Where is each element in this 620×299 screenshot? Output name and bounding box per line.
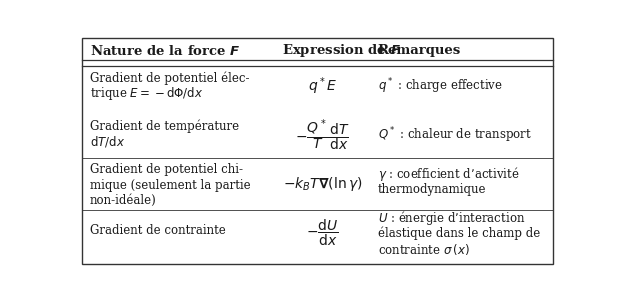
Text: Remarques: Remarques (378, 44, 461, 57)
Text: Nature de la force $\boldsymbol{F}$: Nature de la force $\boldsymbol{F}$ (89, 44, 240, 58)
Text: $-k_B T \boldsymbol{\nabla}(\ln \gamma)$: $-k_B T \boldsymbol{\nabla}(\ln \gamma)$ (283, 175, 362, 193)
Text: $q^*$ : charge effective: $q^*$ : charge effective (378, 77, 503, 96)
Text: Expression de $\boldsymbol{F}$: Expression de $\boldsymbol{F}$ (281, 42, 401, 59)
Text: élastique dans le champ de: élastique dans le champ de (378, 227, 540, 240)
Text: thermodynamique: thermodynamique (378, 183, 486, 196)
Text: $Q^*$ : chaleur de transport: $Q^*$ : chaleur de transport (378, 125, 532, 145)
Text: trique $E = -\mathrm{d}\Phi/\mathrm{d}x$: trique $E = -\mathrm{d}\Phi/\mathrm{d}x$ (89, 85, 203, 102)
Text: $\gamma$ : coefficient d’activité: $\gamma$ : coefficient d’activité (378, 165, 520, 183)
Text: contrainte $\sigma\,(x)$: contrainte $\sigma\,(x)$ (378, 242, 469, 257)
Text: $U$ : énergie d’interaction: $U$ : énergie d’interaction (378, 209, 525, 227)
Text: $-\dfrac{\mathrm{d}U}{\mathrm{d}x}$: $-\dfrac{\mathrm{d}U}{\mathrm{d}x}$ (306, 218, 339, 248)
Text: mique (seulement la partie: mique (seulement la partie (89, 179, 250, 192)
Text: $\mathrm{d}T/\mathrm{d}x$: $\mathrm{d}T/\mathrm{d}x$ (89, 134, 125, 149)
Text: non-idéale): non-idéale) (89, 194, 156, 207)
Text: $-\dfrac{Q^*}{T}\dfrac{\mathrm{d}T}{\mathrm{d}x}$: $-\dfrac{Q^*}{T}\dfrac{\mathrm{d}T}{\mat… (295, 117, 350, 153)
Text: Gradient de contrainte: Gradient de contrainte (89, 224, 225, 237)
Text: Gradient de potentiel élec-: Gradient de potentiel élec- (89, 71, 249, 85)
Text: Gradient de potentiel chi-: Gradient de potentiel chi- (89, 163, 242, 176)
Text: Gradient de température: Gradient de température (89, 119, 239, 133)
Text: $q^* E$: $q^* E$ (308, 76, 337, 97)
